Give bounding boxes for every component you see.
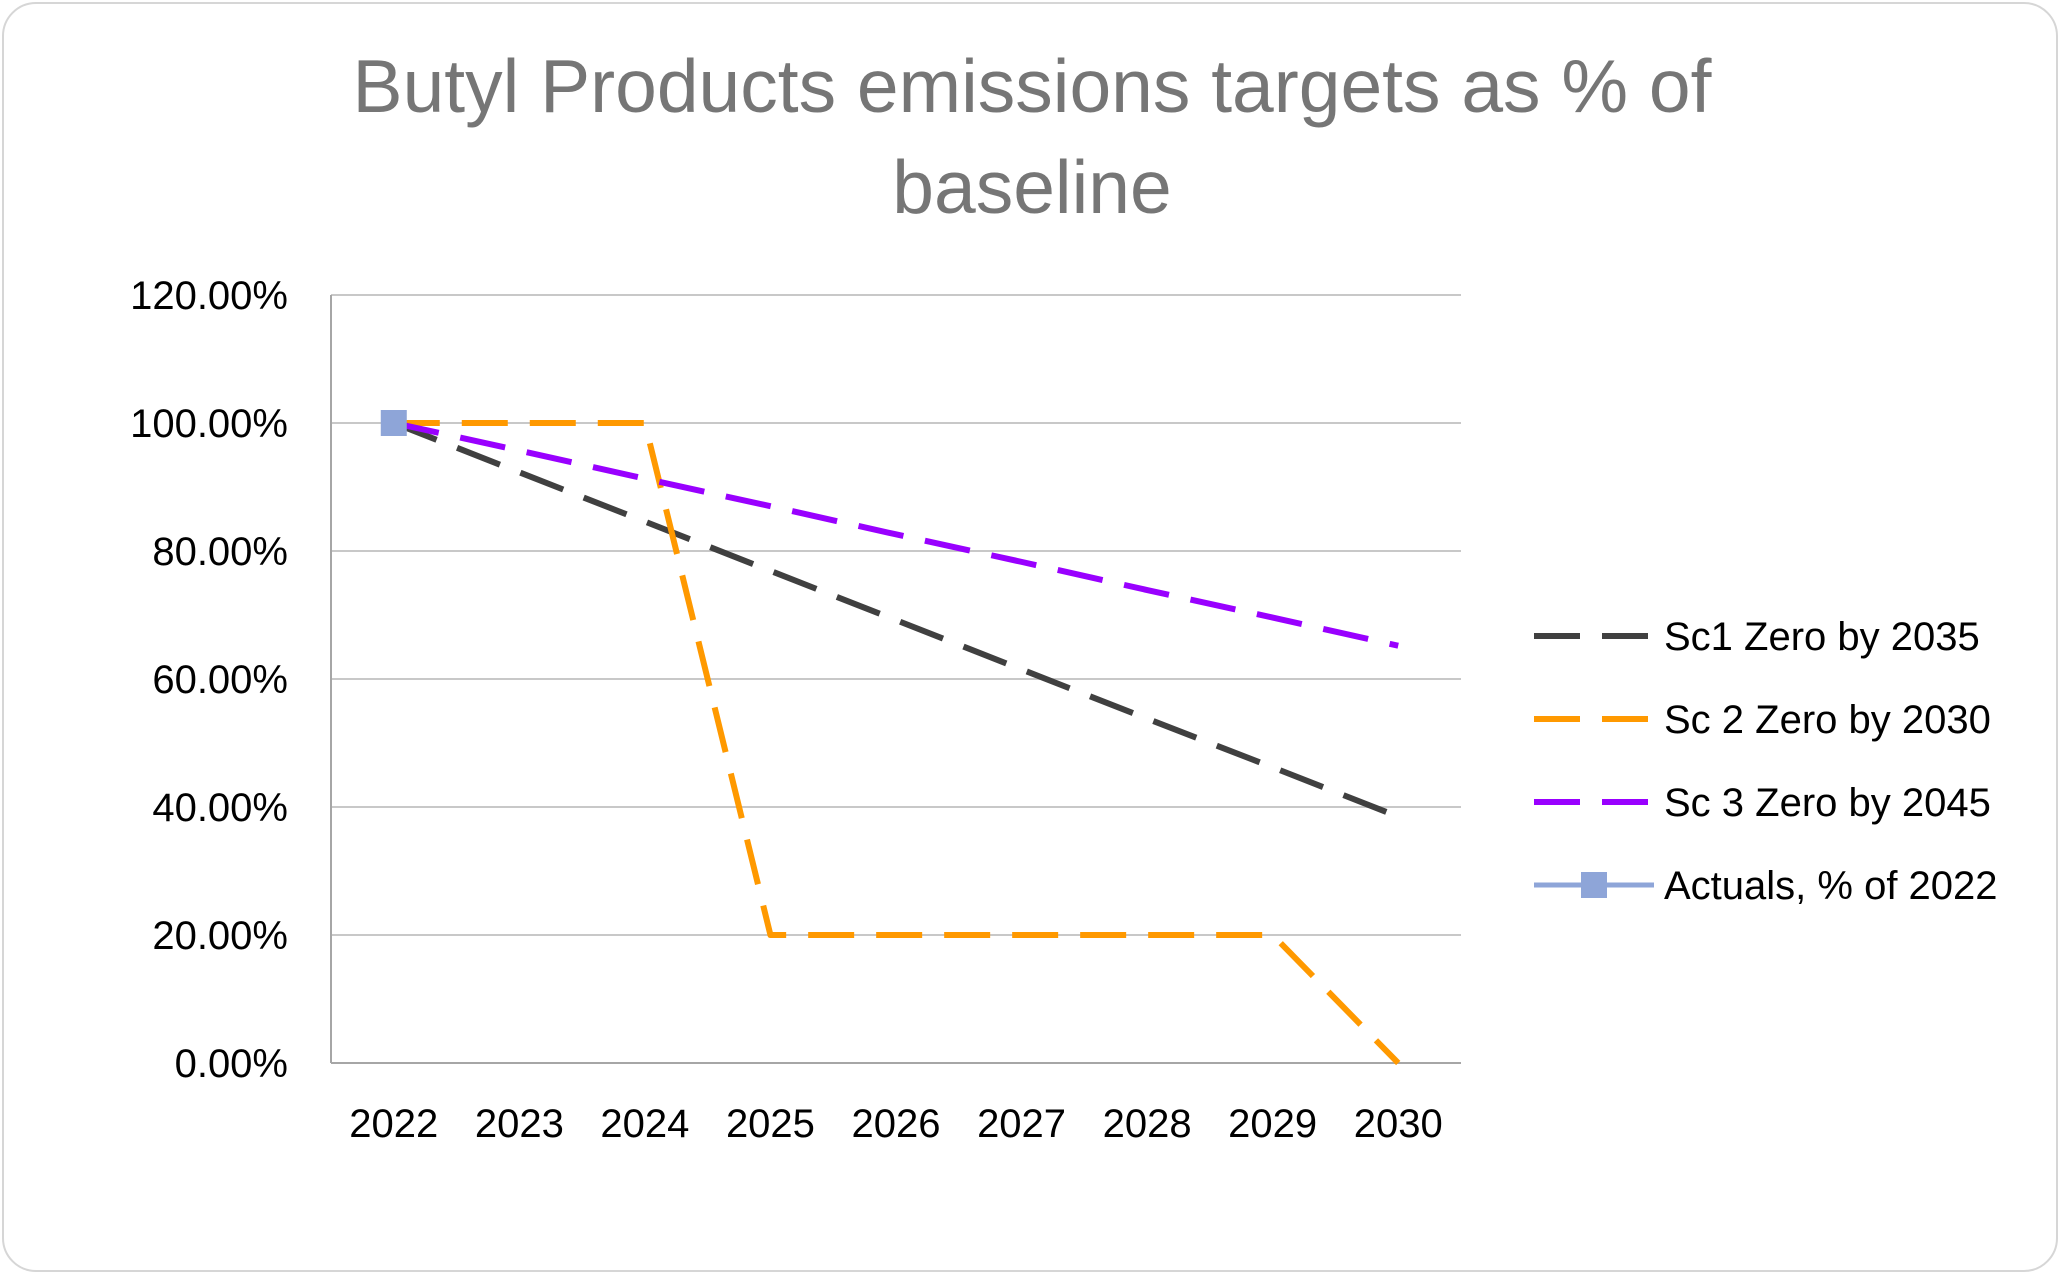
legend-label: Sc 3 Zero by 2045: [1664, 781, 1991, 825]
x-tick-label: 2022: [349, 1102, 438, 1146]
y-tick-label: 80.00%: [152, 530, 288, 574]
chart-title-line-1: Butyl Products emissions targets as % of: [353, 44, 1712, 128]
axes: [330, 295, 1461, 1064]
x-tick-label: 2028: [1103, 1102, 1192, 1146]
series-lines: [380, 410, 1401, 1066]
y-axis-ticks: 0.00% 20.00% 40.00% 60.00% 80.00% 100.00% 120.…: [130, 274, 288, 1086]
x-tick-label: 2026: [852, 1102, 941, 1146]
x-tick-label: 2029: [1228, 1102, 1317, 1146]
y-tick-label: 0.00%: [175, 1042, 288, 1086]
x-tick-label: 2025: [726, 1102, 815, 1146]
legend-marker: [1581, 872, 1607, 898]
y-tick-label: 20.00%: [152, 914, 288, 958]
y-tick-label: 100.00%: [130, 402, 288, 446]
gridlines: [331, 294, 1461, 936]
y-tick-label: 40.00%: [152, 786, 288, 830]
y-tick-label: 60.00%: [152, 658, 288, 702]
series-line: [393, 420, 1401, 1066]
y-tick-label: 120.00%: [130, 274, 288, 318]
legend: Sc1 Zero by 2035 Sc 2 Zero by 2030 Sc 3 Ze…: [1534, 615, 1998, 908]
x-tick-label: 2027: [977, 1102, 1066, 1146]
chart-title-line-2: baseline: [892, 145, 1171, 229]
x-axis-ticks: 2022 2023 2024 2025 2026 2027 2028 2029 2030: [349, 1102, 1442, 1146]
x-tick-label: 2024: [600, 1102, 689, 1146]
legend-label: Sc 2 Zero by 2030: [1664, 698, 1991, 742]
x-tick-label: 2023: [475, 1102, 564, 1146]
series-marker: [380, 410, 407, 436]
x-tick-label: 2030: [1354, 1102, 1443, 1146]
series-line: [392, 420, 1400, 820]
series-line: [393, 420, 1399, 649]
legend-label: Sc1 Zero by 2035: [1664, 615, 1980, 659]
legend-label: Actuals, % of 2022: [1664, 864, 1998, 908]
